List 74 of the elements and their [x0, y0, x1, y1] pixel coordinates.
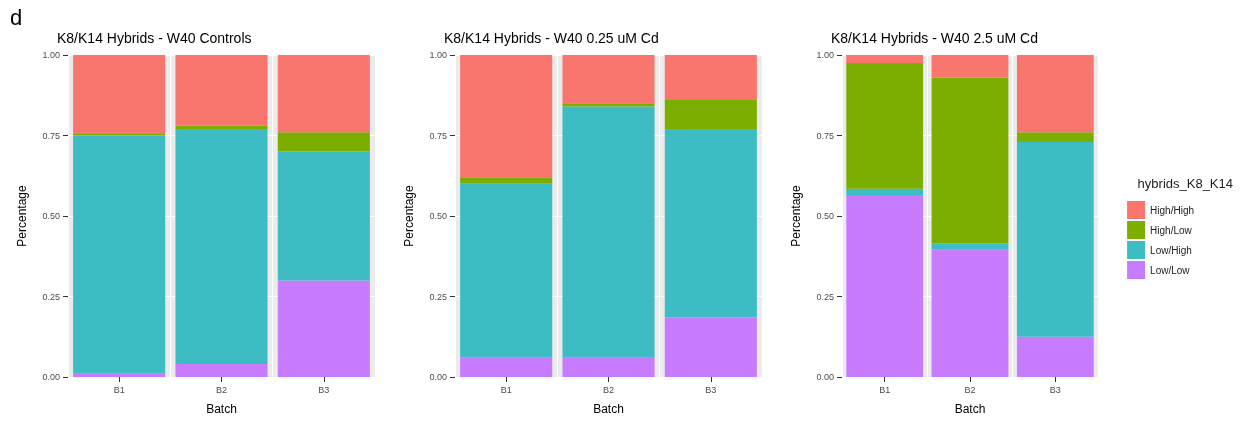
- bar: [460, 55, 553, 178]
- x-axis-title: Batch: [954, 402, 986, 416]
- y-tick-label: 0.25: [429, 291, 447, 302]
- bar: [846, 195, 924, 377]
- bar: [931, 77, 1009, 244]
- bar: [1016, 55, 1094, 133]
- y-tick-label: 0.50: [816, 211, 834, 221]
- x-axis-title: Batch: [593, 402, 624, 416]
- x-tick-label: B2: [215, 384, 228, 395]
- x-tick-label: B3: [705, 384, 717, 395]
- bar: [846, 188, 924, 196]
- x-tick-label: B3: [1049, 384, 1061, 395]
- y-axis-title: Percentage: [789, 184, 803, 247]
- bar: [277, 280, 370, 377]
- bar: [175, 364, 268, 377]
- y-tick-label: 1.00: [42, 50, 60, 60]
- bar: [931, 243, 1009, 250]
- y-axis-title: Percentage: [15, 184, 29, 247]
- y-tick-label: 0.75: [429, 130, 447, 141]
- bar: [277, 132, 370, 152]
- bar: [73, 135, 166, 374]
- x-tick-label: B1: [113, 384, 125, 395]
- bar: [175, 129, 268, 365]
- bar: [664, 100, 757, 130]
- legend-label: High/Low: [1150, 224, 1193, 236]
- legend-label: Low/Low: [1150, 264, 1191, 276]
- bar: [664, 317, 757, 377]
- y-tick-label: 0.50: [429, 211, 447, 221]
- bar: [562, 106, 655, 358]
- legend-title: hybrids_K8_K14: [1137, 176, 1234, 191]
- y-tick-label: 0.50: [42, 211, 60, 221]
- bar: [73, 373, 166, 377]
- x-tick-label: B2: [964, 384, 976, 395]
- x-tick-label: B1: [500, 384, 512, 395]
- bar: [460, 183, 553, 358]
- bar: [1016, 336, 1094, 377]
- chart-title: K8/K14 Hybrids - W40 0.25 uM Cd: [444, 30, 659, 46]
- y-tick-label: 0.00: [42, 372, 60, 382]
- y-tick-label: 1.00: [429, 50, 447, 60]
- bar: [846, 63, 924, 189]
- x-tick-label: B2: [602, 384, 615, 395]
- bar: [175, 55, 268, 126]
- bar: [277, 151, 370, 281]
- bar: [931, 55, 1009, 78]
- text: d: [10, 4, 23, 30]
- bar: [460, 177, 553, 184]
- bar: [931, 249, 1009, 377]
- y-tick-label: 0.75: [42, 130, 60, 141]
- bar: [562, 55, 655, 104]
- bar: [1016, 141, 1094, 337]
- bar: [562, 103, 655, 107]
- bar: [664, 129, 757, 318]
- bar: [73, 55, 166, 134]
- legend-label: Low/High: [1150, 244, 1192, 256]
- y-tick-label: 0.25: [816, 291, 834, 302]
- bar: [846, 55, 924, 64]
- bar: [664, 55, 757, 101]
- bar: [1016, 132, 1094, 142]
- bar: [562, 357, 655, 377]
- legend-label: High/High: [1150, 204, 1195, 216]
- x-tick-label: B1: [879, 384, 891, 395]
- bar: [277, 55, 370, 133]
- y-tick-label: 0.75: [816, 130, 834, 141]
- y-axis-title: Percentage: [402, 184, 416, 247]
- chart-title: K8/K14 Hybrids - W40 2.5 uM Cd: [831, 30, 1038, 46]
- y-tick-label: 0.25: [42, 291, 60, 302]
- bar: [175, 125, 268, 130]
- y-tick-label: 0.00: [816, 372, 834, 382]
- x-axis-title: Batch: [206, 402, 237, 416]
- y-tick-label: 1.00: [816, 50, 834, 60]
- y-tick-label: 0.00: [429, 372, 447, 382]
- chart-title: K8/K14 Hybrids - W40 Controls: [57, 30, 252, 46]
- x-tick-label: B3: [318, 384, 330, 395]
- bar: [460, 357, 553, 377]
